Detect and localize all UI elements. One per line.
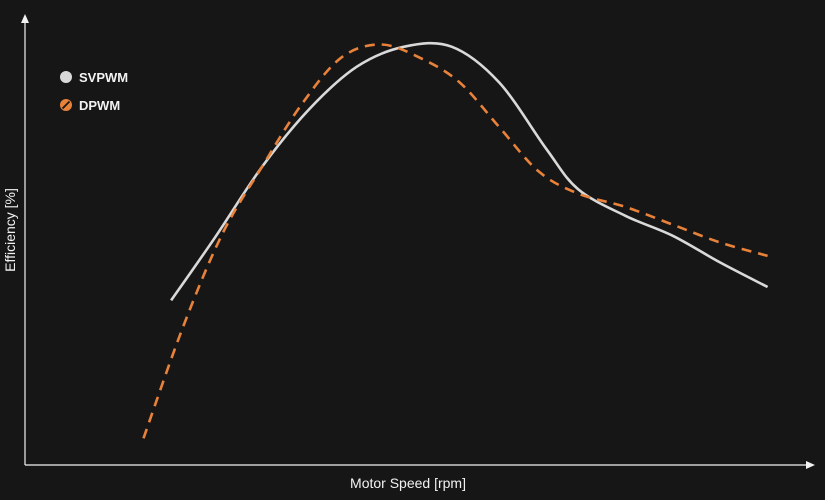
x-axis-label: Motor Speed [rpm]	[350, 475, 466, 491]
dpwm-legend-hatch	[61, 100, 71, 110]
y-axis-arrow-icon	[21, 14, 29, 23]
series-line-svpwm	[170, 41, 769, 302]
y-axis-label: Efficiency [%]	[2, 188, 18, 272]
x-axis-arrow-icon	[806, 461, 815, 469]
series-line-dpwm	[142, 43, 768, 439]
plot-layer	[142, 41, 769, 439]
legend: SVPWM DPWM	[60, 70, 128, 113]
svpwm-legend-marker-icon	[60, 71, 72, 83]
dpwm-legend-label: DPWM	[79, 98, 120, 113]
svpwm-legend-label: SVPWM	[79, 70, 128, 85]
legend-item-svpwm: SVPWM	[60, 70, 128, 85]
legend-item-dpwm: DPWM	[60, 98, 120, 113]
